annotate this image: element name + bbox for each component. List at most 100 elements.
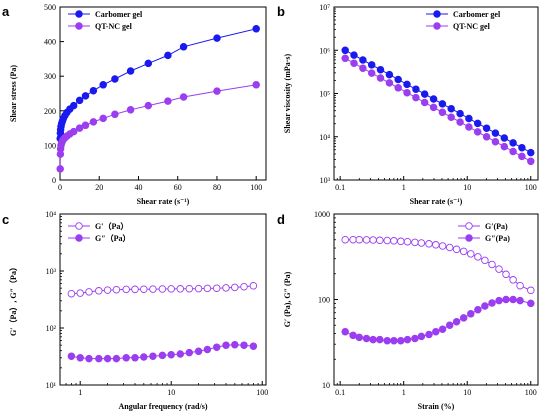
data-point: [445, 321, 454, 329]
y-tick-label: 10: [322, 381, 330, 390]
x-tick-label: 40: [134, 183, 142, 192]
data-point: [438, 100, 447, 108]
x-tick-label: 1: [402, 388, 406, 397]
y-tick-label: 100: [318, 296, 330, 305]
data-point: [67, 289, 76, 298]
series-line: [59, 84, 257, 169]
y-tick-label: 10⁶: [319, 46, 330, 55]
data-point: [411, 238, 419, 247]
data-point: [349, 235, 357, 244]
y-tick-label: 10¹: [46, 381, 57, 390]
data-point: [359, 64, 367, 72]
data-point: [167, 285, 175, 293]
y-tick-label: 10³: [46, 267, 57, 276]
x-tick-label: 60: [174, 183, 182, 192]
data-point: [411, 334, 419, 343]
x-tick-label: 0.1: [335, 388, 345, 397]
panel-label-c: c: [2, 212, 9, 227]
data-point: [122, 354, 130, 362]
data-point: [140, 353, 148, 361]
data-point: [99, 114, 107, 123]
legend-marker: [433, 22, 441, 30]
data-point: [383, 336, 391, 345]
data-point: [103, 286, 112, 294]
data-point: [474, 305, 482, 314]
legend-label: G″(Pa): [485, 234, 510, 243]
data-point: [231, 283, 239, 292]
legend-label: QT-NC gel: [453, 22, 491, 31]
data-point: [355, 333, 364, 342]
y-tick-label: 10⁴: [45, 210, 56, 219]
data-point: [420, 98, 429, 107]
data-point: [390, 237, 398, 245]
data-point: [176, 350, 185, 358]
data-point: [240, 282, 248, 291]
data-point: [432, 241, 440, 249]
data-point: [252, 81, 260, 89]
data-point: [69, 127, 78, 136]
data-point: [509, 139, 517, 147]
data-point: [447, 113, 455, 121]
data-point: [179, 43, 188, 51]
data-point: [383, 236, 391, 245]
data-point: [164, 97, 172, 105]
chart-panel-d: d 0.1 1 10 100 10 100 1000 Strain (%) G′ (Pa), G″…: [277, 210, 539, 411]
data-point: [403, 88, 411, 97]
legend-label: G′(Pa): [485, 222, 508, 231]
data-point: [131, 285, 139, 294]
x-tick-label: 10: [463, 388, 471, 397]
data-point: [56, 165, 64, 173]
legend-label: G″（Pa）: [95, 233, 131, 243]
legend-label: Carbomer gel: [453, 10, 501, 19]
data-point: [341, 327, 349, 336]
legend-marker: [75, 10, 83, 18]
data-point: [385, 70, 394, 79]
data-point: [89, 86, 98, 95]
data-point: [112, 285, 121, 294]
data-point: [527, 299, 535, 308]
data-point: [500, 142, 509, 151]
data-point: [473, 128, 482, 136]
legend-marker: [75, 234, 83, 242]
legend-marker: [433, 10, 441, 18]
data-point: [403, 80, 411, 89]
data-point: [167, 350, 175, 359]
data-point: [185, 348, 194, 357]
plot-frame: [59, 6, 267, 181]
y-tick-label: 10³: [320, 176, 331, 185]
data-point: [376, 236, 384, 245]
data-point: [140, 285, 148, 293]
data-point: [249, 282, 258, 290]
data-point: [394, 84, 402, 92]
y-axis-label: Shear stress (Pa): [9, 65, 18, 122]
data-point: [158, 285, 167, 293]
series-1: [341, 295, 535, 345]
data-point: [126, 67, 135, 75]
data-point: [482, 124, 491, 132]
data-point: [367, 61, 376, 69]
data-point: [369, 335, 377, 344]
x-tick-label: 100: [256, 388, 268, 397]
x-tick-label: 20: [95, 183, 103, 192]
data-point: [252, 25, 260, 33]
data-point: [456, 118, 464, 126]
data-point: [488, 260, 496, 269]
data-point: [518, 143, 526, 152]
chart-panel-c: c 1 10 100 10¹ 10² 10³ 10⁴ Angular frequency (ra…: [2, 210, 268, 411]
data-point: [75, 124, 84, 132]
data-point: [194, 347, 203, 356]
data-point: [341, 46, 349, 55]
legend-label: Carbomer gel: [95, 10, 143, 19]
data-point: [231, 340, 239, 349]
data-point: [149, 285, 157, 293]
data-point: [341, 235, 349, 244]
data-point: [89, 118, 98, 126]
data-point: [81, 92, 90, 100]
data-point: [376, 335, 384, 344]
data-point: [69, 101, 78, 110]
data-point: [425, 240, 433, 248]
data-point: [438, 325, 447, 333]
x-axis-label: Shear rate (s⁻¹): [137, 197, 190, 206]
data-point: [447, 104, 455, 113]
series-line: [59, 28, 257, 139]
